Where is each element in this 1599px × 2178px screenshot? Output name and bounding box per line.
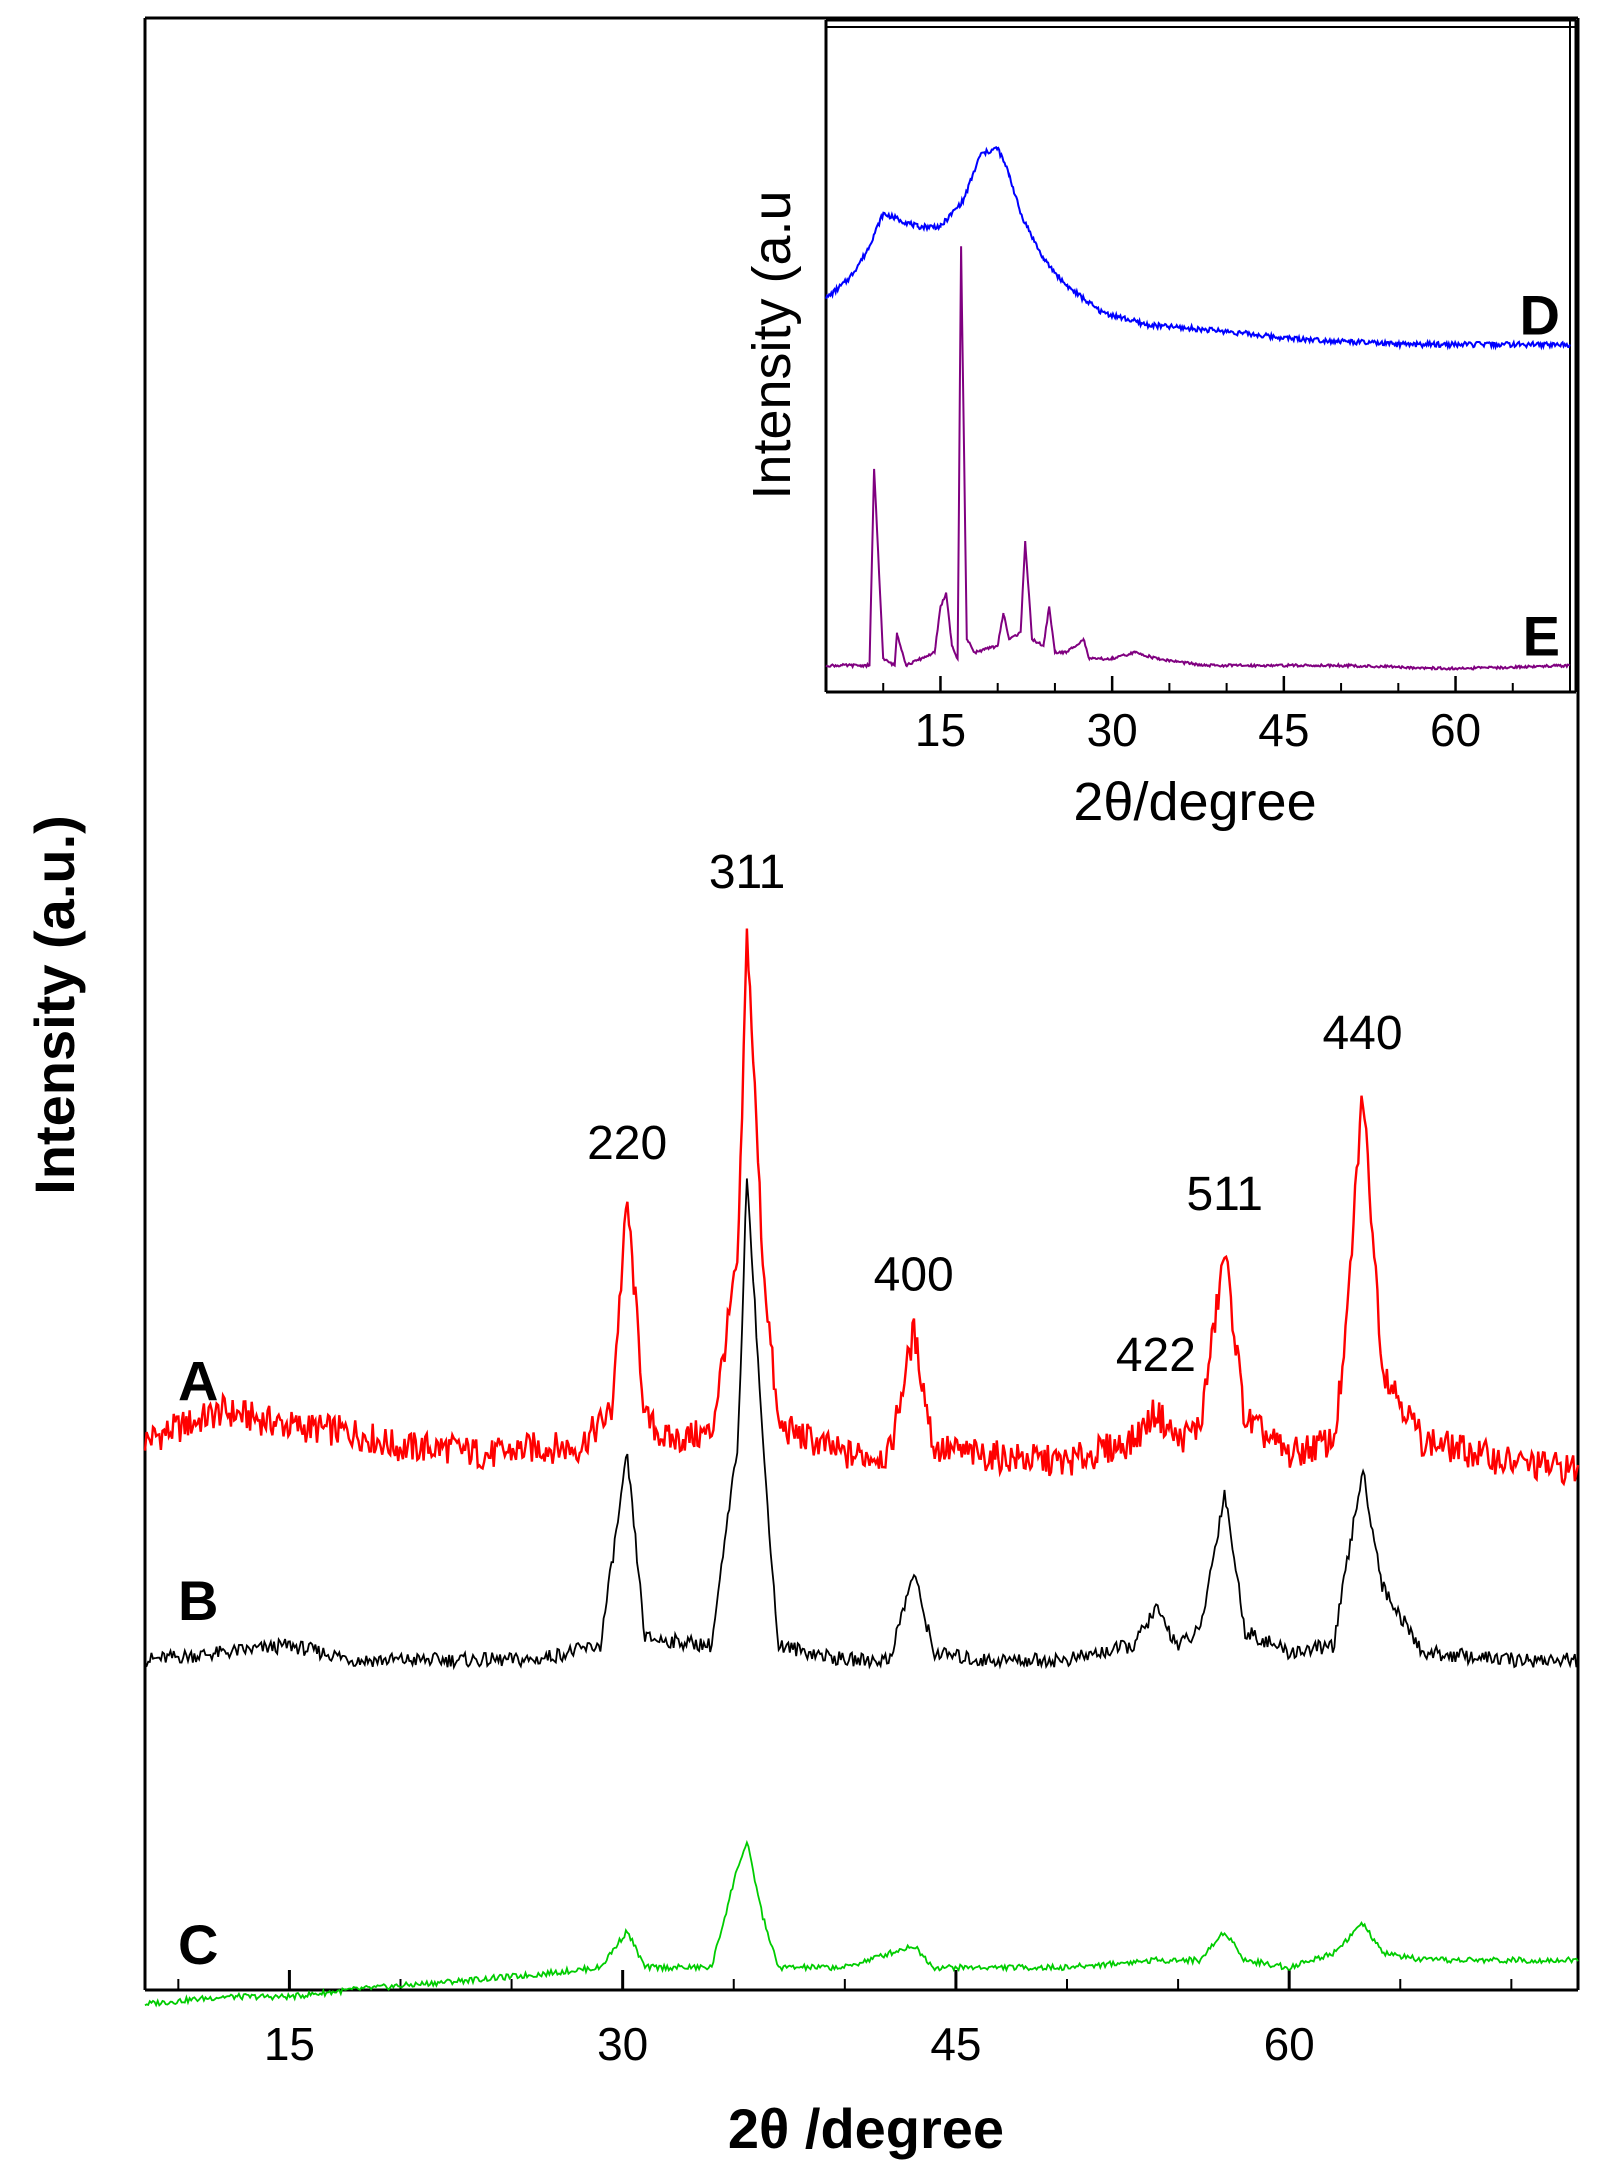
series-a-label: A <box>178 1349 218 1412</box>
series-a-line <box>143 928 1580 1487</box>
inset-x-tick-label: 45 <box>1258 704 1309 756</box>
series-d-line <box>825 145 1571 351</box>
series-e-line <box>825 246 1571 672</box>
series-e-label: E <box>1523 604 1560 667</box>
inset-series-lines <box>825 145 1571 672</box>
main-series-lines <box>143 928 1580 2008</box>
peak-label-220: 220 <box>587 1117 667 1170</box>
inset-x-tick-label: 15 <box>915 704 966 756</box>
inset-x-ticks: 15 30 45 60 <box>882 676 1571 756</box>
inset-x-tick-label: 60 <box>1430 704 1481 756</box>
main-y-axis-title: Intensity (a.u.) <box>23 815 86 1195</box>
peak-label-311: 311 <box>709 846 786 899</box>
peak-label-511: 511 <box>1186 1168 1263 1221</box>
main-x-tick-label: 15 <box>264 2018 315 2070</box>
inset-x-tick-label: 30 <box>1087 704 1138 756</box>
series-b-line <box>144 1178 1579 1671</box>
series-b-label: B <box>178 1569 218 1632</box>
inset-x-axis-title: 2θ/degree <box>1073 772 1316 832</box>
main-x-ticks: 15 30 45 60 <box>177 1970 1513 2070</box>
series-c-label: C <box>178 1913 218 1976</box>
main-x-tick-label: 60 <box>1264 2018 1315 2070</box>
series-c-line <box>144 1839 1579 2008</box>
peak-label-400: 400 <box>874 1249 954 1302</box>
main-x-tick-label: 45 <box>930 2018 981 2070</box>
peak-label-422: 422 <box>1116 1329 1196 1382</box>
main-labels: A B C 220 311 400 422 511 440 <box>178 846 1403 1976</box>
inset-y-axis-title: Intensity (a.u <box>742 190 802 499</box>
series-d-label: D <box>1520 284 1560 347</box>
main-x-axis-title: 2θ /degree <box>728 2097 1004 2160</box>
inset-labels: DE <box>1520 284 1560 668</box>
main-x-tick-label: 30 <box>597 2018 648 2070</box>
inset-frame <box>824 18 1578 694</box>
peak-label-440: 440 <box>1322 1007 1402 1060</box>
